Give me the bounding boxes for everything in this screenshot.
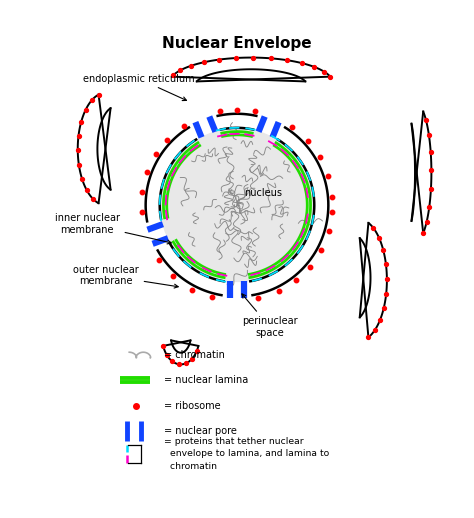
Text: nucleus: nucleus [244, 189, 282, 198]
Text: = ribosome: = ribosome [164, 400, 221, 411]
Circle shape [161, 129, 313, 281]
Text: = proteins that tether nuclear
  envelope to lamina, and lamina to
  chromatin: = proteins that tether nuclear envelope … [164, 437, 329, 471]
Text: perinuclear
space: perinuclear space [242, 294, 298, 338]
Text: Nuclear Envelope: Nuclear Envelope [162, 36, 312, 51]
Text: = nuclear pore: = nuclear pore [164, 426, 237, 436]
Text: endoplasmic reticulum: endoplasmic reticulum [83, 74, 194, 100]
Text: inner nuclear
membrane: inner nuclear membrane [55, 213, 171, 244]
Text: outer nuclear
membrane: outer nuclear membrane [73, 265, 178, 288]
Text: = nuclear lamina: = nuclear lamina [164, 376, 249, 385]
Text: = chromatin: = chromatin [164, 350, 225, 360]
